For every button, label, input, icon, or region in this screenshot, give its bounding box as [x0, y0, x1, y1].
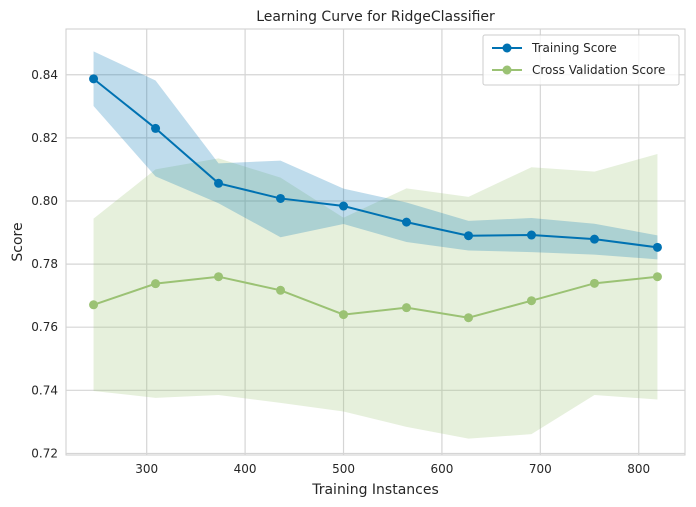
- chart-title: Learning Curve for RidgeClassifier: [256, 9, 495, 25]
- training-score-point: [89, 74, 99, 84]
- training-score-point: [526, 230, 536, 240]
- legend-label-cv: Cross Validation Score: [532, 63, 665, 77]
- score-bands: [93, 51, 658, 439]
- legend-label-training: Training Score: [531, 41, 617, 55]
- x-tick-labels: 300 400 500 600 700 800: [135, 462, 650, 476]
- legend-box: [482, 34, 680, 86]
- x-axis-title: Training Instances: [311, 482, 439, 498]
- grid-lines: [66, 29, 685, 455]
- cv-score-point: [652, 272, 662, 282]
- training-score-point: [463, 231, 473, 241]
- cv-score-point: [526, 296, 536, 306]
- x-tick-label: 500: [332, 462, 355, 476]
- x-tick-label: 700: [529, 462, 552, 476]
- y-tick-label: 0.74: [31, 383, 58, 397]
- y-tick-label: 0.80: [31, 194, 58, 208]
- cv-score-point: [214, 272, 224, 282]
- cv-score-point: [89, 300, 99, 310]
- cv-score-point: [276, 285, 286, 295]
- cv-score-point: [339, 310, 349, 320]
- plot-area: [65, 28, 686, 456]
- cv-score-line: [93, 275, 658, 319]
- x-tick-label: 300: [135, 462, 158, 476]
- training-score-point: [401, 217, 411, 227]
- training-score-point: [339, 201, 349, 211]
- series-points: [89, 74, 662, 323]
- training-score-point: [151, 123, 161, 133]
- training-score-point: [276, 193, 286, 203]
- cv-score-point: [463, 313, 473, 323]
- cv-score-point: [589, 278, 599, 288]
- legend: Training Score Cross Validation Score: [482, 34, 680, 86]
- series-lines: [92, 78, 658, 319]
- training-score-point: [652, 242, 662, 252]
- cv-score-point: [401, 303, 411, 313]
- cv-score-band: [93, 153, 658, 439]
- x-tick-label: 800: [627, 462, 650, 476]
- training-score-line: [92, 78, 658, 249]
- x-tick-label: 400: [234, 462, 257, 476]
- training-score-point: [589, 234, 599, 244]
- y-tick-label: 0.72: [31, 446, 58, 460]
- training-score-band: [93, 51, 658, 260]
- y-tick-label: 0.78: [31, 257, 58, 271]
- cv-score-point: [151, 279, 161, 289]
- y-tick-labels: 0.72 0.74 0.76 0.78 0.80 0.82 0.84: [31, 68, 58, 461]
- legend-marker-cv: [502, 65, 512, 75]
- y-tick-label: 0.76: [31, 320, 58, 334]
- y-tick-label: 0.82: [31, 131, 58, 145]
- legend-marker-training: [502, 43, 512, 53]
- y-tick-label: 0.84: [31, 68, 58, 82]
- x-tick-label: 600: [430, 462, 453, 476]
- y-axis-title: Score: [10, 222, 26, 261]
- training-score-point: [214, 178, 224, 188]
